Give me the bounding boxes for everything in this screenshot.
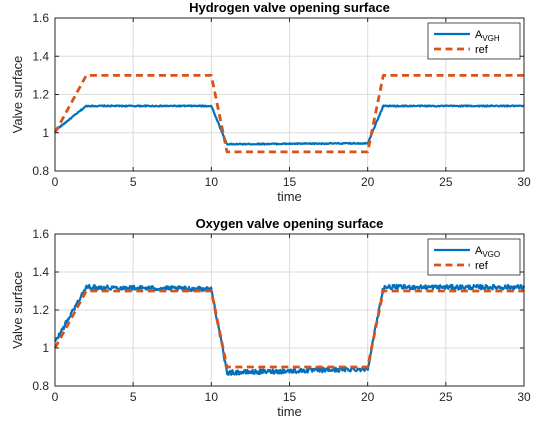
legend-label: AVGO [475, 245, 500, 259]
x-tick-label: 30 [517, 390, 531, 404]
y-axis-label: Valve surface [10, 271, 25, 349]
x-axis-label: time [277, 404, 302, 419]
oxygen-chart: 0 5 10 15 20 25 30 0.8 1 1.2 1.4 1.6 Oxygen valve op… [10, 216, 531, 419]
legend-label-name: A [475, 245, 483, 257]
y-tick-label: 1.2 [32, 303, 49, 317]
legend-label-subscript: VGO [482, 250, 500, 259]
ref-series-line [53, 289, 524, 369]
legend-box [427, 22, 521, 60]
y-tick-label: 1.6 [32, 227, 49, 241]
x-tick-label: 30 [517, 175, 531, 189]
x-tick-label: 25 [439, 175, 453, 189]
y-tick-label: 1 [42, 126, 49, 140]
legend-label: ref [475, 44, 489, 56]
x-tick-label: 25 [439, 390, 453, 404]
x-axis-label: time [277, 189, 302, 204]
legend-label: ref [475, 260, 489, 272]
measured-series-line [54, 283, 526, 376]
chart-title: Oxygen valve opening surface [196, 216, 384, 231]
x-tick-label: 0 [52, 390, 59, 404]
chart-title: Hydrogen valve opening surface [189, 0, 390, 15]
y-tick-label: 1.6 [32, 11, 49, 25]
x-tick-label: 20 [361, 175, 375, 189]
x-tick-label: 0 [52, 175, 59, 189]
legend-label-subscript: VGH [482, 34, 500, 43]
x-tick-label: 15 [283, 175, 297, 189]
x-tick-label: 20 [361, 390, 375, 404]
legend-box [427, 238, 521, 276]
x-tick-label: 5 [130, 175, 137, 189]
y-tick-label: 0.8 [32, 379, 49, 393]
x-tick-label: 10 [205, 175, 219, 189]
ref-series-line [53, 73, 524, 154]
y-axis-label: Valve surface [10, 56, 25, 134]
hydrogen-chart: 0 5 10 15 20 25 30 0.8 1 1.2 1.4 1.6 Hydrogen valve … [10, 0, 531, 204]
x-tick-label: 5 [130, 390, 137, 404]
legend-label-name: ref [475, 260, 489, 272]
measured-series-line [54, 104, 525, 146]
y-tick-label: 1.4 [32, 265, 49, 279]
y-tick-label: 1 [42, 341, 49, 355]
y-tick-label: 1.2 [32, 88, 49, 102]
y-tick-label: 1.4 [32, 49, 49, 63]
legend-label: AVGH [475, 29, 500, 43]
x-tick-label: 10 [205, 390, 219, 404]
y-tick-label: 0.8 [32, 164, 49, 178]
legend-label-name: A [475, 29, 483, 41]
x-tick-label: 15 [283, 390, 297, 404]
legend-label-name: ref [475, 44, 489, 56]
